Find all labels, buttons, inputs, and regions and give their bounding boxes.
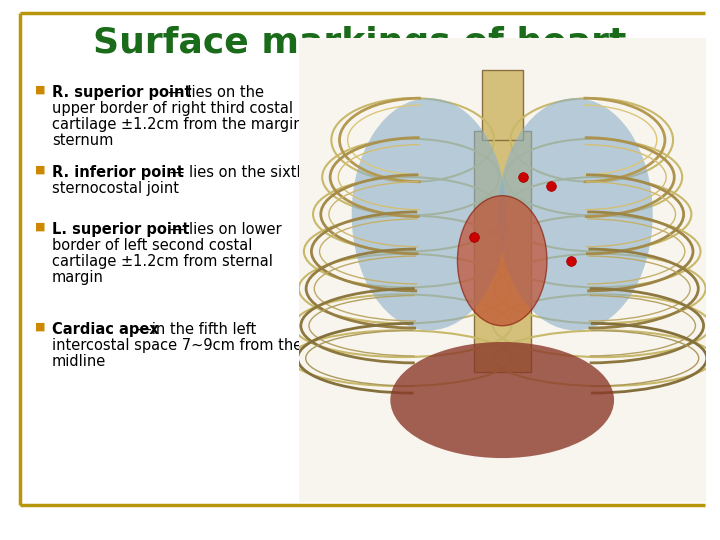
Text: ■: ■ xyxy=(35,322,45,332)
Ellipse shape xyxy=(351,98,506,330)
Text: —in the fifth left: —in the fifth left xyxy=(137,322,256,337)
Text: upper border of right third costal: upper border of right third costal xyxy=(52,101,293,116)
Text: — lies on the sixth: — lies on the sixth xyxy=(165,165,306,180)
Text: ■: ■ xyxy=(35,85,45,95)
Text: — lies on lower: — lies on lower xyxy=(165,222,282,237)
Text: sternum: sternum xyxy=(52,133,113,148)
Text: — lies on the: — lies on the xyxy=(168,85,264,100)
Text: cartilage ±1.2cm from sternal: cartilage ±1.2cm from sternal xyxy=(52,254,273,269)
Bar xyxy=(482,70,523,140)
Text: ■: ■ xyxy=(35,165,45,175)
Ellipse shape xyxy=(457,195,547,326)
Text: L. superior point: L. superior point xyxy=(52,222,189,237)
Text: ■: ■ xyxy=(35,222,45,232)
Text: intercostal space 7~9cm from the: intercostal space 7~9cm from the xyxy=(52,338,302,353)
Text: midline: midline xyxy=(52,354,107,369)
Text: sternocostal joint: sternocostal joint xyxy=(52,181,179,196)
Text: Cardiac apex: Cardiac apex xyxy=(52,322,158,337)
Text: R. inferior point: R. inferior point xyxy=(52,165,184,180)
Ellipse shape xyxy=(498,98,653,330)
Bar xyxy=(474,131,531,372)
Ellipse shape xyxy=(390,342,614,458)
Text: cartilage ±1.2cm from the margin of: cartilage ±1.2cm from the margin of xyxy=(52,117,321,132)
Text: Surface markings of heart: Surface markings of heart xyxy=(94,26,626,60)
Text: margin: margin xyxy=(52,270,104,285)
Text: R. superior point: R. superior point xyxy=(52,85,192,100)
Text: border of left second costal: border of left second costal xyxy=(52,238,253,253)
